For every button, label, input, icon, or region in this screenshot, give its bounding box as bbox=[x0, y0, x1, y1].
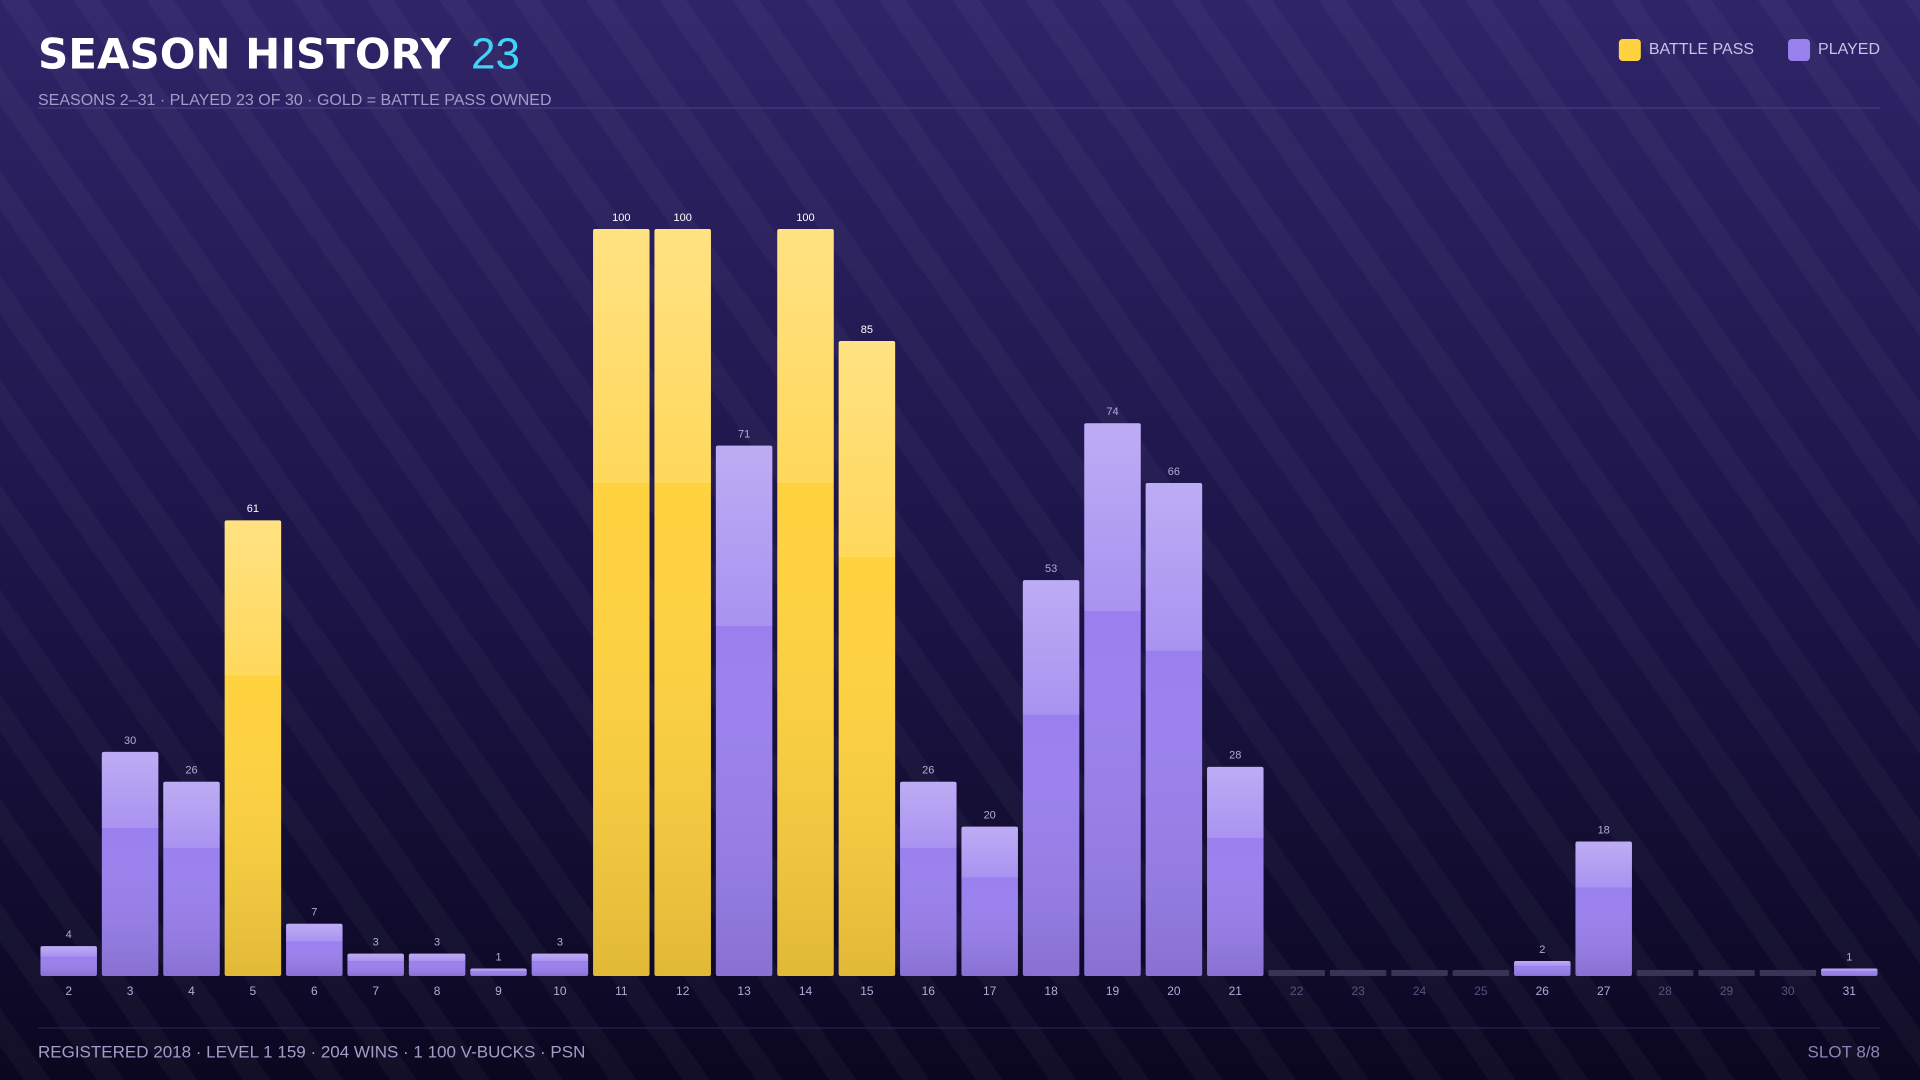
x-tick-label: 19 bbox=[1106, 984, 1120, 998]
unplayed-stub bbox=[1452, 970, 1510, 976]
x-tick-label: 8 bbox=[434, 984, 441, 998]
x-tick-label: 11 bbox=[615, 984, 628, 998]
bar-shine bbox=[224, 520, 282, 976]
bar-shine bbox=[1207, 766, 1264, 976]
bar-shine bbox=[1022, 580, 1080, 976]
bar-shine bbox=[40, 946, 97, 976]
bar-shine bbox=[163, 781, 220, 976]
bar-shine bbox=[777, 229, 834, 976]
bar-shine bbox=[715, 445, 773, 976]
bar-shine bbox=[1084, 423, 1141, 977]
bar-value-label: 85 bbox=[861, 324, 873, 336]
title-count: 23 bbox=[471, 30, 520, 79]
bar-shine bbox=[347, 953, 404, 976]
bar-value-label: 74 bbox=[1106, 406, 1118, 418]
bar-value-label: 3 bbox=[434, 936, 440, 948]
legend-swatch bbox=[1618, 39, 1641, 61]
x-tick-label: 14 bbox=[799, 984, 813, 998]
x-tick-label: 24 bbox=[1413, 984, 1427, 998]
bar-value-label: 100 bbox=[796, 212, 814, 224]
bar-shine bbox=[101, 751, 159, 976]
bar-value-label: 1 bbox=[495, 951, 501, 963]
bar-value-label: 2 bbox=[1539, 944, 1545, 956]
bar-shine bbox=[838, 341, 896, 976]
x-tick-label: 26 bbox=[1536, 984, 1550, 998]
x-tick-label: 2 bbox=[65, 984, 72, 998]
x-tick-label: 5 bbox=[250, 984, 257, 998]
x-tick-label: 31 bbox=[1843, 984, 1857, 998]
slot-label: SLOT 8/8 bbox=[1808, 1042, 1880, 1061]
x-tick-label: 29 bbox=[1720, 984, 1734, 998]
bar-value-label: 3 bbox=[557, 936, 563, 948]
unplayed-stub bbox=[1329, 970, 1387, 976]
x-tick-label: 28 bbox=[1658, 984, 1672, 998]
bar-shine bbox=[654, 229, 711, 976]
bar-value-label: 53 bbox=[1045, 563, 1057, 575]
bar-value-label: 20 bbox=[984, 810, 996, 822]
x-tick-label: 4 bbox=[188, 984, 195, 998]
bar-value-label: 66 bbox=[1168, 466, 1180, 478]
bar-shine bbox=[961, 826, 1018, 976]
bar-shine bbox=[1575, 841, 1632, 976]
bar-shine bbox=[1514, 961, 1571, 976]
footer-stats: REGISTERED 2018 · LEVEL 1 159 · 204 WINS… bbox=[38, 1042, 585, 1061]
bar-shine bbox=[286, 923, 343, 976]
x-tick-label: 7 bbox=[372, 984, 379, 998]
unplayed-stub bbox=[1636, 970, 1694, 976]
unplayed-stub bbox=[1268, 970, 1325, 976]
bar-value-label: 100 bbox=[612, 212, 630, 224]
x-tick-label: 17 bbox=[983, 984, 997, 998]
x-tick-label: 6 bbox=[311, 984, 318, 998]
bar-shine bbox=[531, 953, 589, 976]
x-tick-label: 18 bbox=[1044, 984, 1058, 998]
legend-label: PLAYED bbox=[1818, 41, 1880, 58]
bar-value-label: 1 bbox=[1846, 951, 1852, 963]
legend: PLAYED BATTLE PASS bbox=[1618, 39, 1880, 61]
x-tick-label: 22 bbox=[1290, 984, 1304, 998]
legend-label: BATTLE PASS bbox=[1649, 41, 1754, 58]
x-tick-label: 15 bbox=[860, 984, 874, 998]
x-tick-label: 27 bbox=[1597, 984, 1611, 998]
bar-value-label: 30 bbox=[124, 735, 136, 747]
x-tick-label: 9 bbox=[495, 984, 502, 998]
bar-shine bbox=[1821, 968, 1878, 976]
unplayed-stub bbox=[1391, 970, 1448, 976]
bar-value-label: 71 bbox=[738, 429, 750, 441]
bar-value-label: 7 bbox=[311, 907, 317, 919]
bar-shine bbox=[900, 781, 957, 976]
x-tick-label: 10 bbox=[553, 984, 567, 998]
bar-value-label: 26 bbox=[185, 765, 197, 777]
chart-title: SEASON HISTORY bbox=[38, 30, 452, 79]
x-tick-label: 12 bbox=[676, 984, 690, 998]
x-tick-label: 3 bbox=[127, 984, 134, 998]
legend-swatch bbox=[1788, 39, 1811, 61]
bar-shine bbox=[408, 953, 466, 976]
x-tick-label: 16 bbox=[922, 984, 936, 998]
unplayed-stub bbox=[1698, 970, 1755, 976]
unplayed-stub bbox=[1759, 970, 1817, 976]
bar-value-label: 4 bbox=[66, 929, 72, 941]
x-tick-label: 23 bbox=[1351, 984, 1365, 998]
bar-value-label: 61 bbox=[247, 503, 259, 515]
bar-shine bbox=[593, 229, 650, 976]
bar-value-label: 26 bbox=[922, 765, 934, 777]
x-tick-label: 13 bbox=[737, 984, 751, 998]
bar-value-label: 100 bbox=[674, 212, 692, 224]
bar-value-label: 18 bbox=[1598, 824, 1610, 836]
x-tick-label: 30 bbox=[1781, 984, 1795, 998]
x-tick-label: 20 bbox=[1167, 984, 1181, 998]
bar-value-label: 3 bbox=[373, 936, 379, 948]
subtitle: SEASONS 2–31 · PLAYED 23 OF 30 · GOLD = … bbox=[38, 92, 552, 109]
bar-shine bbox=[470, 968, 527, 976]
bar-value-label: 28 bbox=[1229, 750, 1241, 762]
x-tick-label: 25 bbox=[1474, 984, 1488, 998]
bar-shine bbox=[1145, 482, 1203, 976]
x-tick-label: 21 bbox=[1229, 984, 1243, 998]
